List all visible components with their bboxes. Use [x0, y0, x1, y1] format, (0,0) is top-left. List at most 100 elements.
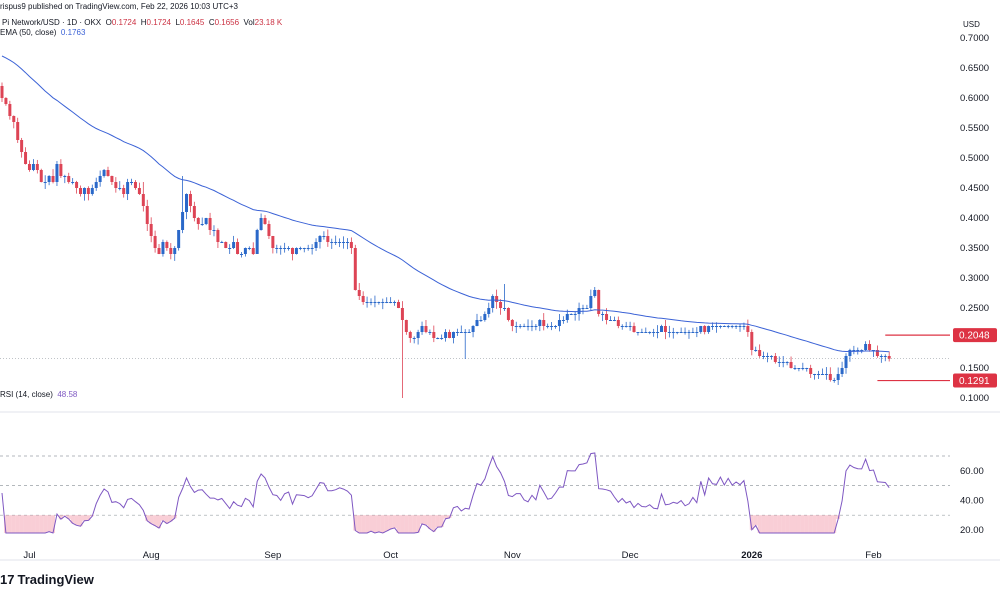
- candle-body: [683, 332, 687, 333]
- price-tick-label: 0.2500: [960, 303, 989, 314]
- candle-body: [424, 326, 428, 332]
- candle-body: [695, 332, 699, 333]
- candle-body: [644, 332, 648, 333]
- candle-body: [557, 320, 561, 326]
- rsi-axis: 20.00 40.00 60.00: [960, 466, 984, 536]
- candle-body: [440, 338, 444, 339]
- candle-body: [832, 380, 836, 381]
- price-tick-label: 0.3000: [960, 273, 989, 284]
- rsi-oversold-fill: [43, 515, 48, 533]
- rsi-oversold-fill: [800, 515, 805, 533]
- candle-body: [110, 176, 114, 182]
- candle-body: [679, 332, 683, 333]
- rsi-oversold-fill: [365, 515, 370, 533]
- candle-body: [824, 374, 828, 375]
- candle-body: [188, 194, 192, 206]
- candle-body: [675, 332, 679, 333]
- candle-body: [875, 350, 879, 356]
- rsi-oversold-fill: [769, 515, 774, 533]
- rsi-oversold-fill: [23, 515, 28, 533]
- rsi-tick-label: 20.00: [960, 525, 984, 536]
- candle-body: [408, 332, 412, 338]
- candle-body: [809, 368, 813, 374]
- candle-body: [290, 248, 294, 254]
- rsi-oversold-fill: [828, 515, 833, 533]
- rsi-oversold-fill: [15, 515, 20, 533]
- candle-body: [593, 290, 597, 296]
- candle-body: [357, 290, 361, 296]
- candle-body: [616, 320, 620, 326]
- time-tick-label: Feb: [865, 550, 881, 561]
- candle-body: [145, 206, 149, 224]
- candle-body: [632, 326, 636, 332]
- candle-body: [840, 368, 844, 374]
- rsi-oversold-fill: [7, 515, 12, 533]
- candle-body: [181, 212, 185, 230]
- candle-body: [624, 326, 628, 327]
- candle-body: [287, 248, 291, 249]
- candle-body: [569, 314, 573, 315]
- rsi-oversold-fill: [82, 515, 87, 521]
- candle-body: [165, 242, 169, 248]
- candle-body: [518, 326, 522, 327]
- candle-body: [310, 248, 314, 249]
- candle-body: [765, 356, 769, 357]
- symbol-name[interactable]: Pi Network/USD · 1D · OKX: [2, 18, 102, 27]
- rsi-oversold-fill: [384, 515, 389, 532]
- price-tick-label: 0.5500: [960, 123, 989, 134]
- candle-body: [451, 332, 455, 338]
- rsi-oversold-fill: [431, 515, 436, 532]
- candle-body: [82, 188, 86, 194]
- candle-body: [90, 188, 94, 194]
- rsi-oversold-fill: [435, 515, 440, 528]
- candle-body: [24, 152, 28, 164]
- candle-body: [255, 230, 259, 254]
- candle-body: [396, 302, 400, 308]
- candle-body: [848, 350, 852, 356]
- candle-body: [122, 188, 126, 194]
- candle-body: [20, 140, 24, 152]
- volume-value: 23.18 K: [254, 18, 283, 27]
- ema-legend[interactable]: EMA (50, close) 0.1763: [0, 28, 85, 37]
- candle-body: [773, 356, 777, 362]
- candle-body: [510, 320, 514, 326]
- candle-body: [620, 326, 624, 327]
- candle-body: [161, 242, 165, 254]
- candle-body: [102, 170, 106, 176]
- candle-body: [86, 188, 90, 194]
- candle-body: [236, 242, 240, 254]
- candle-body: [534, 326, 538, 327]
- level-badge: [953, 373, 997, 388]
- rsi-oversold-fill: [816, 515, 821, 533]
- level-label: 0.1291: [959, 376, 990, 387]
- candle-body: [420, 326, 424, 332]
- rsi-oversold-fill: [47, 515, 52, 532]
- candle-body: [432, 332, 436, 338]
- tradingview-logo[interactable]: 17 TradingView: [0, 572, 94, 587]
- candle-body: [502, 308, 506, 309]
- candle-body: [35, 164, 39, 170]
- candle-body: [393, 302, 397, 303]
- time-axis: Jul Aug Sep Oct Nov Dec 2026 Feb: [23, 550, 881, 561]
- rsi-tick-label: 40.00: [960, 495, 984, 506]
- rsi-oversold-fill: [66, 515, 71, 519]
- candle-body: [581, 308, 585, 309]
- rsi-oversold-fill: [369, 515, 373, 532]
- rsi-oversold-fill: [443, 515, 448, 519]
- candle-body: [550, 326, 554, 327]
- candle-body: [793, 368, 797, 369]
- candle-body: [55, 164, 59, 182]
- candle-body: [789, 362, 793, 368]
- candle-body: [475, 320, 479, 326]
- candle-body: [640, 332, 644, 333]
- candle-body: [499, 302, 503, 308]
- candle-body: [801, 368, 805, 369]
- rsi-oversold-fill: [39, 515, 44, 533]
- rsi-oversold-fill: [11, 515, 16, 533]
- candle-body: [868, 344, 872, 350]
- rsi-legend[interactable]: RSI (14, close) 48.58: [0, 390, 77, 399]
- rsi-oversold-fill: [361, 515, 366, 533]
- rsi-oversold-fill: [749, 515, 754, 530]
- rsi-oversold-fill: [808, 515, 813, 533]
